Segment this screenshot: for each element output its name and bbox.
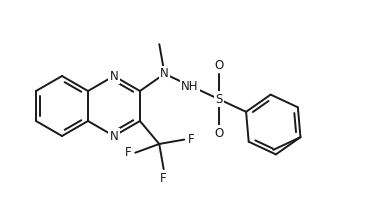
Text: N: N <box>110 69 118 82</box>
Text: N: N <box>110 130 118 142</box>
Text: F: F <box>188 133 195 146</box>
Text: O: O <box>214 59 224 72</box>
Text: S: S <box>215 93 223 106</box>
Text: N: N <box>160 67 169 80</box>
Text: O: O <box>214 127 224 140</box>
Text: F: F <box>124 146 131 159</box>
Text: F: F <box>160 172 167 185</box>
Text: NH: NH <box>181 80 198 93</box>
